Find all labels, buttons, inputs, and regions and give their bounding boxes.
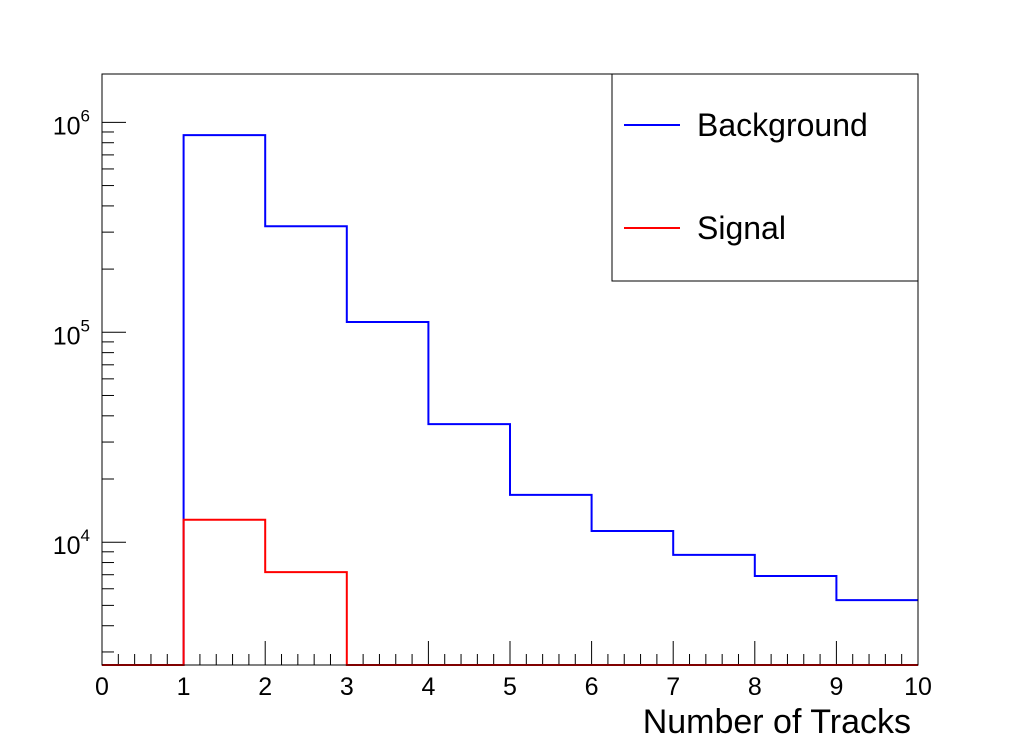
x-tick-label: 3 — [340, 673, 354, 701]
series-background-line — [102, 134, 918, 666]
x-tick-label: 8 — [748, 673, 762, 701]
legend-box — [611, 73, 919, 282]
legend-label: Background — [697, 107, 868, 143]
x-tick-label: 0 — [95, 673, 109, 701]
legend-label: Signal — [697, 210, 786, 246]
plot-frame — [101, 73, 919, 666]
tick-labels: 0 1 2 3 4 5 6 7 8 9 10 104 105 106 — [53, 106, 932, 701]
y-tick-label: 106 — [53, 106, 90, 140]
y-tick-label: 104 — [53, 526, 90, 560]
x-tick-label: 2 — [258, 673, 272, 701]
axis-ticks — [101, 121, 919, 665]
x-tick-label: 7 — [666, 673, 680, 701]
x-tick-label: 4 — [421, 673, 435, 701]
x-tick-label: 10 — [904, 673, 932, 701]
x-axis-label: Number of Tracks — [643, 703, 911, 740]
legend: Background Signal — [611, 73, 919, 282]
x-tick-label: 9 — [829, 673, 843, 701]
x-tick-label: 6 — [585, 673, 599, 701]
y-tick-label: 105 — [53, 316, 90, 350]
x-tick-label: 1 — [177, 673, 191, 701]
x-tick-label: 5 — [503, 673, 517, 701]
